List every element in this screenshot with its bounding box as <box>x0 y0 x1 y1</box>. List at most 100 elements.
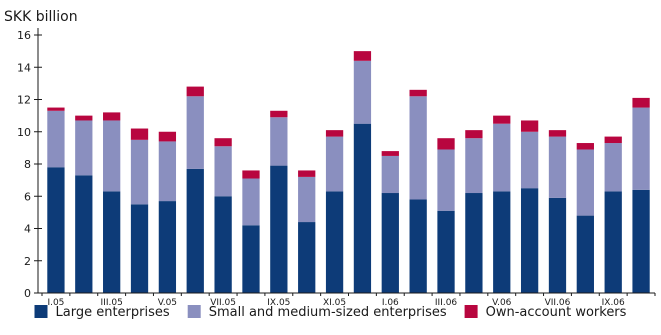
bar-segment-V.06-series-2 <box>493 115 511 124</box>
bar-segment-IX.06-series-0 <box>604 191 622 293</box>
bar-segment-X.06-series-2 <box>632 97 650 108</box>
bar-segment-VII.05-series-1 <box>214 146 232 197</box>
x-tick-label-III.06: III.06 <box>435 298 458 308</box>
bar-segment-VI.05-series-0 <box>186 168 204 293</box>
y-tick-label-8: 8 <box>24 158 31 171</box>
bar-segment-I.06-series-1 <box>381 155 399 194</box>
bar-segment-I.05-series-2 <box>47 107 65 111</box>
x-tick-label-V.05: V.05 <box>158 298 177 308</box>
y-tick-label-14: 14 <box>17 61 31 74</box>
x-tick-label-V.06: V.06 <box>492 298 512 308</box>
x-tick-label-XI.05: XI.05 <box>323 298 346 308</box>
bar-segment-VI.06-series-1 <box>520 131 539 189</box>
bar-segment-IX.06-series-2 <box>604 136 622 144</box>
bar-segment-III.06-series-0 <box>437 210 455 293</box>
y-tick-label-16: 16 <box>17 29 31 42</box>
bar-segment-IX.05-series-1 <box>270 117 288 166</box>
bar-segment-I.05-series-0 <box>47 167 65 293</box>
bar-segment-V.06-series-0 <box>493 191 511 293</box>
y-tick-label-0: 0 <box>24 287 31 300</box>
legend-swatch-1 <box>187 305 201 318</box>
bar-segment-IV.06-series-2 <box>465 130 483 139</box>
x-tick-label-III.05: III.05 <box>101 298 123 308</box>
bar-segment-VIII.05-series-0 <box>242 225 260 293</box>
x-tick-label-I.05: I.05 <box>47 298 64 308</box>
x-tick-label-IX.05: IX.05 <box>267 298 290 308</box>
bar-segment-IX.05-series-0 <box>270 165 288 293</box>
bar-segment-I.05-series-1 <box>47 110 65 168</box>
bar-segment-IV.05-series-0 <box>130 204 149 293</box>
bar-segment-V.06-series-1 <box>493 123 511 192</box>
bar-segment-XI.05-series-0 <box>325 191 344 293</box>
bar-segment-VII.06-series-2 <box>548 130 567 137</box>
bar-segment-V.05-series-1 <box>158 141 177 202</box>
bar-segment-XI.05-series-1 <box>325 136 344 192</box>
legend-label-0: Large enterprises <box>56 305 170 320</box>
bar-segment-VIII.06-series-2 <box>576 143 594 150</box>
bar-segment-IX.05-series-2 <box>270 110 288 118</box>
axes-group: 0 2 4 6 8 10 12 14 16 I.05 III.05 V.05 VII.05 IX.05 XI… <box>17 28 656 308</box>
bar-segment-XII.05-series-0 <box>353 123 372 293</box>
bar-segment-XII.05-series-1 <box>353 60 372 124</box>
bar-segment-IV.06-series-1 <box>465 138 483 194</box>
bar-segment-VIII.06-series-0 <box>576 215 594 293</box>
bar-segment-IV.06-series-0 <box>465 193 483 293</box>
bar-segment-VII.06-series-0 <box>548 197 567 293</box>
x-tick-label-IX.06: IX.06 <box>602 298 625 308</box>
bar-segment-V.05-series-0 <box>158 201 177 293</box>
bar-segment-II.06-series-2 <box>409 89 427 97</box>
bar-segment-X.06-series-1 <box>632 107 650 190</box>
bar-segment-IV.05-series-1 <box>130 139 149 205</box>
bar-segment-III.05-series-2 <box>103 112 121 121</box>
bar-segment-VIII.06-series-1 <box>576 149 594 216</box>
bar-segment-VI.05-series-2 <box>186 86 204 97</box>
legend-item-0: Large enterprises <box>34 305 170 320</box>
x-tick-label-VII.05: VII.05 <box>210 298 236 308</box>
legend: Large enterprises Small and medium-sized … <box>34 305 627 320</box>
y-tick-label-12: 12 <box>17 94 31 107</box>
bar-segment-X.05-series-0 <box>298 222 316 293</box>
bar-segment-III.05-series-1 <box>103 120 121 192</box>
bar-segment-II.06-series-0 <box>409 199 427 293</box>
bar-segment-II.05-series-0 <box>75 175 93 293</box>
bar-segment-I.06-series-2 <box>381 151 399 156</box>
legend-item-2: Own-account workers <box>464 305 627 320</box>
legend-swatch-2 <box>464 305 478 318</box>
bars-group <box>47 51 650 293</box>
bar-segment-VII.06-series-1 <box>548 136 567 198</box>
bar-segment-X.05-series-2 <box>298 170 316 177</box>
bar-segment-III.06-series-2 <box>437 138 455 150</box>
bar-segment-XI.05-series-2 <box>325 130 344 137</box>
y-tick-label-6: 6 <box>24 190 31 203</box>
bar-segment-VI.06-series-2 <box>520 120 539 132</box>
bar-segment-VII.05-series-0 <box>214 196 232 293</box>
bar-segment-VIII.05-series-2 <box>242 170 260 179</box>
bar-segment-V.05-series-2 <box>158 131 177 142</box>
bar-segment-III.06-series-1 <box>437 149 455 211</box>
bar-segment-VIII.05-series-1 <box>242 178 260 226</box>
bar-segment-X.06-series-0 <box>632 189 650 293</box>
x-tick-label-I.06: I.06 <box>382 298 399 308</box>
x-tick-label-VII.06: VII.06 <box>545 298 571 308</box>
bar-segment-IX.06-series-1 <box>604 143 622 192</box>
legend-label-1: Small and medium-sized enterprises <box>209 305 447 320</box>
bar-segment-I.06-series-0 <box>381 193 399 293</box>
bar-segment-VI.06-series-0 <box>520 188 539 293</box>
legend-item-1: Small and medium-sized enterprises <box>187 305 447 320</box>
bar-segment-XII.05-series-2 <box>353 51 372 61</box>
bar-segment-IV.05-series-2 <box>130 128 149 140</box>
bar-segment-II.05-series-2 <box>75 115 93 121</box>
bar-segment-VI.05-series-1 <box>186 96 204 169</box>
y-tick-label-2: 2 <box>24 255 31 268</box>
y-tick-label-10: 10 <box>17 126 31 139</box>
bar-segment-II.06-series-1 <box>409 96 427 200</box>
bar-segment-X.05-series-1 <box>298 176 316 223</box>
legend-label-2: Own-account workers <box>486 305 627 320</box>
y-tick-label-4: 4 <box>24 223 31 236</box>
bar-segment-VII.05-series-2 <box>214 138 232 147</box>
bar-segment-III.05-series-0 <box>103 191 121 293</box>
legend-swatch-0 <box>34 305 48 318</box>
y-axis-label: SKK billion <box>4 9 78 25</box>
